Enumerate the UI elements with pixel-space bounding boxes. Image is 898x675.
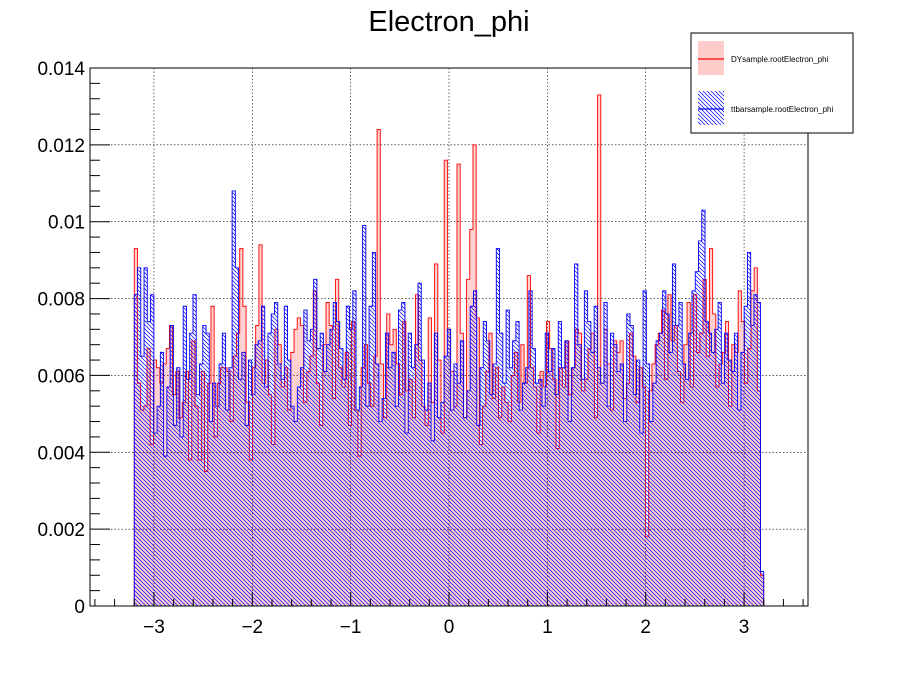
x-axis: −3 −2 −1 0 1 2 3: [94, 592, 804, 638]
y-tick-label: 0.01: [48, 213, 85, 234]
y-tick-label: 0.002: [37, 520, 85, 541]
x-tick-label: 1: [542, 617, 553, 638]
x-tick-label: 0: [444, 617, 455, 638]
legend-swatch-dy: [698, 41, 724, 75]
y-tick-label: 0.008: [37, 290, 85, 311]
x-tick-label: 3: [739, 617, 750, 638]
x-tick-label: −2: [241, 617, 263, 638]
y-tick-label: 0.004: [37, 443, 85, 464]
chart-title: Electron_phi: [368, 6, 529, 38]
legend: DYsample.rootElectron_phi ttbarsample.ro…: [690, 32, 854, 134]
legend-swatch-ttbar: [698, 91, 724, 125]
y-tick-label: 0.006: [37, 366, 85, 387]
x-tick-label: −1: [340, 617, 362, 638]
legend-label-dy: DYsample.rootElectron_phi: [731, 55, 829, 64]
x-tick-label: 2: [640, 617, 651, 638]
legend-label-ttbar: ttbarsample.rootElectron_phi: [731, 105, 834, 114]
series-outline-ttbar: [90, 190, 808, 607]
x-tick-label: −3: [143, 617, 165, 638]
series-layer: [90, 94, 808, 607]
y-tick-label: 0: [74, 597, 85, 618]
y-axis: 0 0.002 0.004 0.006 0.008 0.01 0.012 0.014: [37, 59, 110, 618]
series-fill-ttbar: [90, 190, 808, 606]
y-tick-label: 0.012: [37, 136, 85, 157]
y-tick-label: 0.014: [37, 59, 85, 80]
